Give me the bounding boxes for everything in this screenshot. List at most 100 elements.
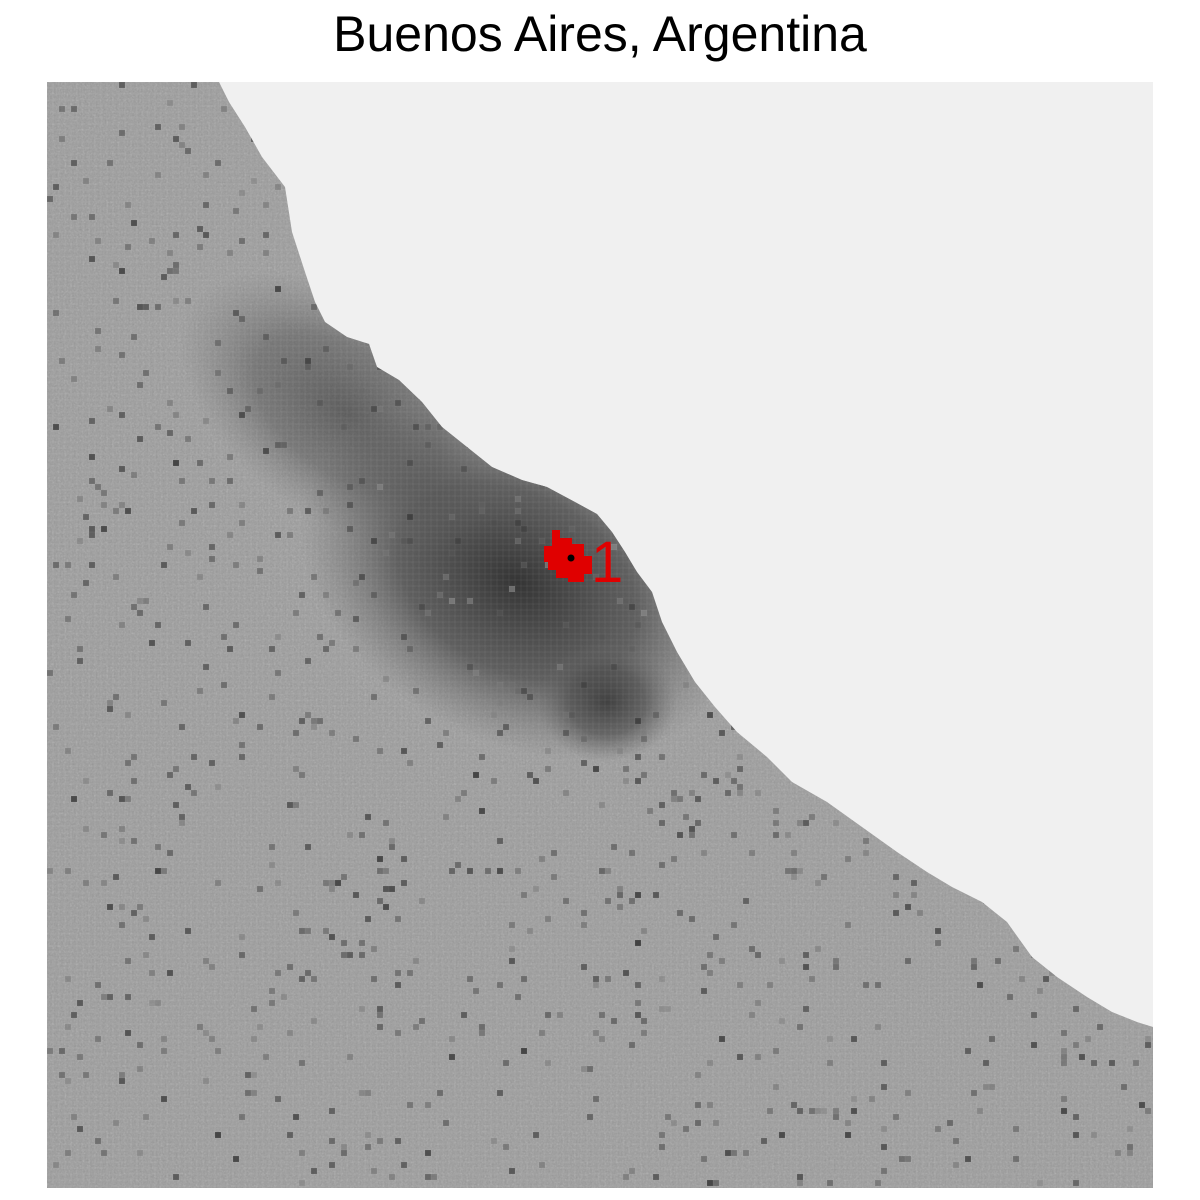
settlement-pixel [617, 904, 623, 910]
settlement-pixel [377, 1024, 383, 1030]
settlement-pixel [137, 610, 143, 616]
settlement-pixel [119, 622, 125, 628]
settlement-pixel [407, 460, 413, 466]
settlement-pixel [65, 748, 71, 754]
settlement-pixel [791, 868, 797, 874]
settlement-pixel [71, 376, 77, 382]
city-marker-dot[interactable] [567, 554, 575, 562]
settlement-pixel [173, 460, 179, 466]
settlement-pixel [209, 1036, 215, 1042]
settlement-pixel [233, 562, 239, 568]
settlement-pixel [437, 502, 443, 508]
settlement-pixel [83, 178, 89, 184]
settlement-pixel [335, 610, 341, 616]
settlement-pixel [785, 868, 791, 874]
settlement-pixel [473, 988, 479, 994]
settlement-pixel [515, 520, 521, 526]
settlement-pixel [137, 904, 143, 910]
settlement-pixel [443, 814, 449, 820]
settlement-pixel [707, 952, 713, 958]
map-panel[interactable]: 1 [47, 82, 1153, 1188]
settlement-pixel [629, 646, 635, 652]
settlement-pixel [539, 538, 545, 544]
settlement-pixel [659, 820, 665, 826]
settlement-pixel [239, 1114, 245, 1120]
settlement-pixel [479, 1024, 485, 1030]
settlement-pixel [239, 934, 245, 940]
map-canvas[interactable]: 1 [47, 82, 1153, 1188]
settlement-pixel [299, 718, 305, 724]
settlement-pixel [251, 178, 257, 184]
settlement-pixel [1133, 1060, 1139, 1066]
settlement-pixel [167, 400, 173, 406]
settlement-pixel [125, 994, 131, 1000]
settlement-pixel [587, 1066, 593, 1072]
settlement-pixel [491, 712, 497, 718]
settlement-pixel [59, 358, 65, 364]
settlement-pixel [119, 502, 125, 508]
settlement-pixel [305, 712, 311, 718]
settlement-pixel [323, 646, 329, 652]
settlement-pixel [371, 694, 377, 700]
settlement-pixel [329, 886, 335, 892]
settlement-pixel [659, 1006, 665, 1012]
settlement-pixel [95, 1036, 101, 1042]
settlement-pixel [107, 904, 113, 910]
settlement-pixel [425, 1102, 431, 1108]
settlement-pixel [125, 1030, 131, 1036]
highlighted-city-area[interactable] [544, 530, 592, 582]
settlement-pixel [539, 856, 545, 862]
settlement-pixel [695, 1102, 701, 1108]
settlement-pixel [599, 634, 605, 640]
settlement-pixel [203, 418, 209, 424]
settlement-pixel [317, 718, 323, 724]
settlement-pixel [269, 646, 275, 652]
settlement-pixel [821, 874, 827, 880]
settlement-pixel [203, 664, 209, 670]
settlement-pixel [779, 1018, 785, 1024]
settlement-pixel [197, 244, 203, 250]
settlement-pixel [95, 238, 101, 244]
settlement-pixel [803, 952, 809, 958]
settlement-pixel [1073, 1114, 1079, 1120]
settlement-pixel [377, 1006, 383, 1012]
settlement-pixel [371, 538, 377, 544]
settlement-pixel [641, 610, 647, 616]
settlement-pixel [101, 1150, 107, 1156]
settlement-pixel [395, 400, 401, 406]
settlement-pixel [305, 658, 311, 664]
settlement-pixel [203, 202, 209, 208]
settlement-pixel [473, 670, 479, 676]
settlement-pixel [215, 340, 221, 346]
settlement-pixel [611, 544, 617, 550]
settlement-pixel [143, 598, 149, 604]
settlement-pixel [53, 184, 59, 190]
settlement-pixel [1073, 1042, 1079, 1048]
settlement-pixel [155, 868, 161, 874]
settlement-pixel [1079, 1054, 1085, 1060]
settlement-pixel [503, 1060, 509, 1066]
settlement-pixel [677, 796, 683, 802]
settlement-pixel [65, 976, 71, 982]
settlement-pixel [953, 1162, 959, 1168]
settlement-pixel [203, 172, 209, 178]
settlement-pixel [107, 406, 113, 412]
settlement-pixel [323, 508, 329, 514]
settlement-pixel [881, 1168, 887, 1174]
settlement-pixel [377, 748, 383, 754]
settlement-pixel [275, 970, 281, 976]
settlement-pixel [59, 1048, 65, 1054]
settlement-pixel [593, 574, 599, 580]
settlement-pixel [137, 304, 143, 310]
settlement-pixel [701, 1156, 707, 1162]
settlement-pixel [467, 868, 473, 874]
settlement-pixel [623, 766, 629, 772]
settlement-pixel [863, 982, 869, 988]
settlement-pixel [215, 880, 221, 886]
settlement-pixel [131, 910, 137, 916]
settlement-pixel [173, 268, 179, 274]
settlement-pixel [701, 988, 707, 994]
settlement-pixel [95, 982, 101, 988]
settlement-pixel [371, 406, 377, 412]
settlement-pixel [281, 358, 287, 364]
